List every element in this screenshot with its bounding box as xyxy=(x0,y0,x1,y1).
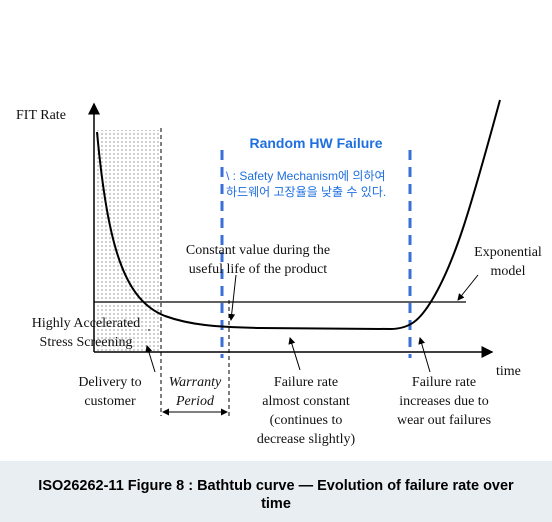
caption-band xyxy=(0,461,552,522)
label: Constant value during the xyxy=(186,243,330,258)
label: increases due to xyxy=(399,394,488,409)
label: wear out failures xyxy=(397,413,491,428)
label: Period xyxy=(175,394,215,409)
label: Highly Accelerated xyxy=(32,316,140,331)
label: Failure rate xyxy=(274,375,338,390)
pointer xyxy=(288,337,301,371)
pointer xyxy=(228,274,237,321)
label: almost constant xyxy=(262,394,350,409)
label: (continues to xyxy=(270,413,343,428)
screening-area xyxy=(95,130,161,352)
caption: ISO26262-11 Figure 8 : Bathtub curve — E… xyxy=(38,478,514,494)
region-note: \ : Safety Mechanism에 의하여 xyxy=(226,169,386,183)
region-note: 하드웨어 고장율을 낮출 수 있다. xyxy=(226,185,386,199)
pointer xyxy=(418,337,431,373)
label: Failure rate xyxy=(412,375,476,390)
label: Exponential xyxy=(474,245,542,260)
label: useful life of the product xyxy=(189,262,328,277)
label: model xyxy=(491,264,526,279)
label: Warranty xyxy=(169,375,222,390)
pointer xyxy=(457,274,479,301)
region-title: Random HW Failure xyxy=(249,135,382,151)
y-label: FIT Rate xyxy=(16,108,66,123)
caption: time xyxy=(261,496,291,512)
label: decrease slightly) xyxy=(257,432,356,447)
pointer xyxy=(145,345,156,373)
label: Stress Screening xyxy=(40,335,133,350)
bathtub-curve xyxy=(96,99,501,331)
label: customer xyxy=(84,394,136,409)
x-label: time xyxy=(496,364,521,379)
label: Delivery to xyxy=(78,375,141,390)
